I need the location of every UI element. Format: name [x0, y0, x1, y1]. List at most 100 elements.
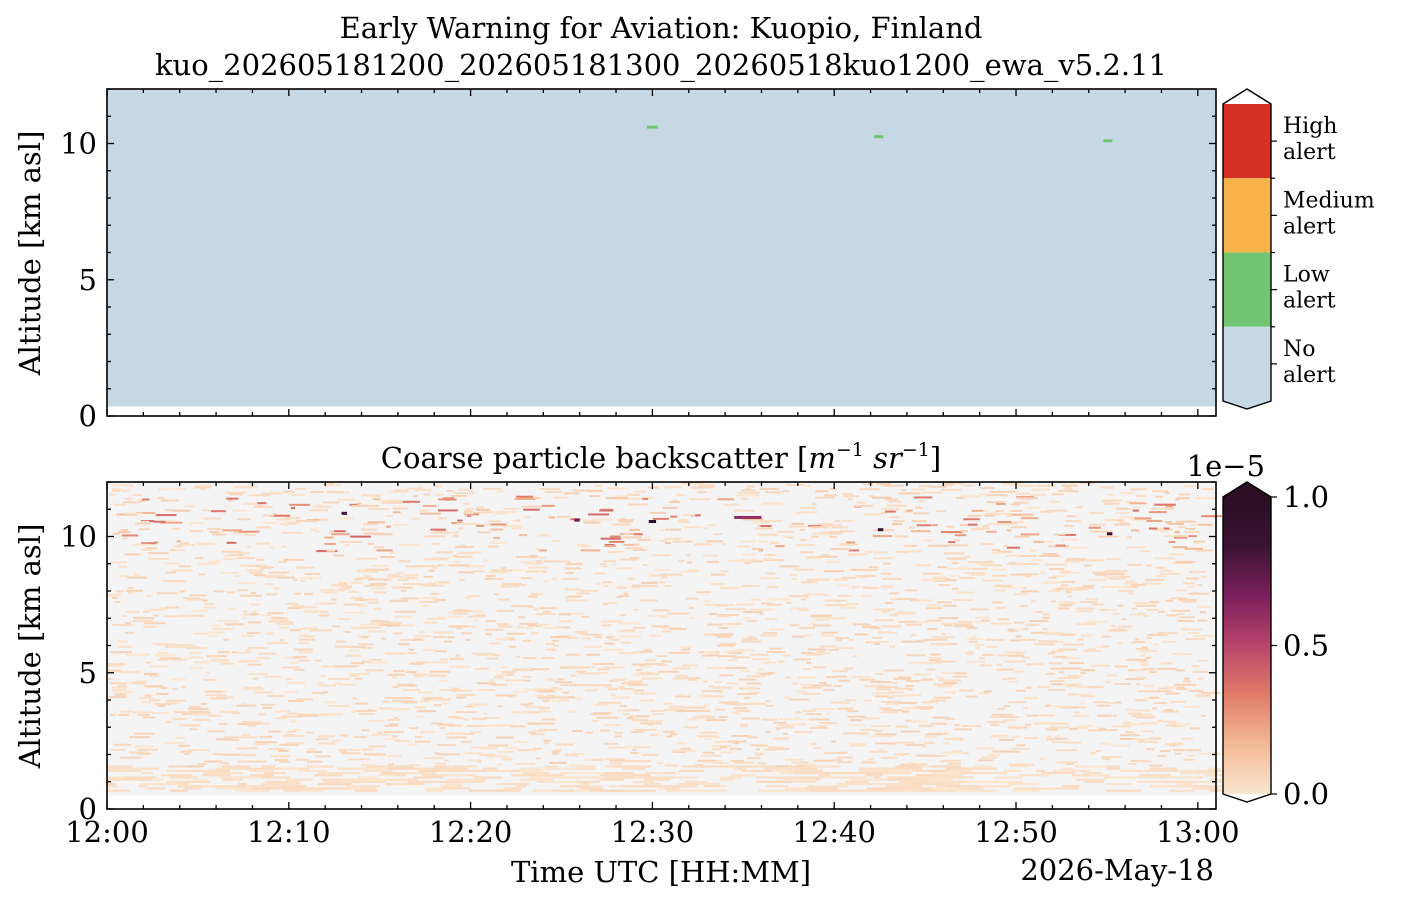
backscatter-cell — [606, 636, 614, 639]
backscatter-cell — [269, 546, 274, 549]
backscatter-cell — [618, 685, 625, 688]
backscatter-cell — [573, 631, 587, 634]
backscatter-cell — [684, 526, 703, 529]
backscatter-cell — [1080, 672, 1086, 675]
backscatter-cell — [482, 712, 487, 715]
backscatter-cell — [964, 572, 986, 575]
backscatter-cell — [347, 664, 360, 667]
backscatter-cell — [1133, 738, 1150, 741]
backscatter-cell — [804, 593, 823, 596]
backscatter-cell — [967, 780, 989, 783]
backscatter-cell — [278, 560, 287, 563]
backscatter-cell — [1129, 502, 1147, 505]
backscatter-cell — [542, 571, 548, 574]
backscatter-cell — [847, 715, 866, 718]
backscatter-cell — [133, 617, 154, 620]
backscatter-cell — [837, 756, 853, 759]
backscatter-cell — [1075, 506, 1083, 509]
backscatter-cell — [496, 623, 509, 626]
backscatter-cell — [801, 598, 806, 601]
backscatter-cell — [785, 758, 803, 761]
backscatter-cell — [1059, 570, 1072, 573]
backscatter-cell — [633, 689, 644, 692]
backscatter-cell — [856, 569, 878, 572]
backscatter-cell — [574, 789, 590, 792]
backscatter-cell — [348, 645, 367, 648]
backscatter-cell — [267, 642, 289, 645]
backscatter-cell — [769, 598, 791, 601]
backscatter-cell — [247, 663, 263, 666]
backscatter-cell — [334, 584, 346, 587]
backscatter-cell — [250, 603, 261, 606]
backscatter-cell — [283, 691, 298, 694]
backscatter-cell — [1134, 638, 1139, 641]
backscatter-cell — [1137, 659, 1145, 662]
backscatter-cell — [751, 547, 763, 550]
backscatter-cell — [1108, 577, 1126, 580]
backscatter-cell — [700, 694, 712, 697]
backscatter-cell — [726, 682, 738, 685]
backscatter-cell — [986, 494, 1008, 497]
backscatter-cell — [834, 636, 850, 639]
backscatter-cell — [733, 649, 755, 652]
backscatter-cell — [1146, 637, 1152, 640]
backscatter-cell — [1118, 589, 1135, 592]
backscatter-cell — [1188, 689, 1203, 692]
backscatter-cell — [702, 554, 718, 557]
backscatter-cell — [1158, 776, 1168, 779]
backscatter-cell — [1116, 507, 1130, 510]
backscatter-cell — [732, 656, 750, 659]
backscatter-cell — [937, 566, 947, 569]
backscatter-cbar-tick-label: 0.0 — [1283, 777, 1329, 811]
backscatter-cell — [311, 691, 327, 694]
backscatter-cell — [166, 780, 185, 783]
backscatter-cell — [215, 787, 251, 790]
backscatter-cell — [930, 765, 961, 768]
backscatter-cell — [603, 603, 609, 606]
backscatter-cell — [1037, 685, 1050, 688]
backscatter-cell — [299, 634, 309, 637]
backscatter-cell — [1010, 503, 1020, 506]
backscatter-cell — [364, 584, 385, 587]
backscatter-cell — [905, 623, 922, 626]
backscatter-cell — [110, 713, 116, 716]
backscatter-cell — [634, 692, 657, 695]
backscatter-cell — [451, 716, 461, 719]
backscatter-cell — [880, 711, 898, 714]
backscatter-cell — [401, 772, 437, 775]
backscatter-cell — [261, 492, 283, 495]
backscatter-cell — [721, 543, 726, 546]
backscatter-cell — [620, 495, 629, 498]
backscatter-cell — [283, 524, 288, 527]
backscatter-cell — [1045, 728, 1058, 731]
backscatter-cell — [639, 665, 652, 668]
backscatter-cell — [178, 744, 191, 747]
backscatter-cell — [519, 622, 538, 625]
backscatter-cell — [574, 684, 594, 687]
backscatter-cell — [1103, 776, 1136, 779]
backscatter-colorbar: 0.00.51.01e−5 — [1187, 449, 1330, 811]
backscatter-cell — [740, 540, 756, 543]
backscatter-cell — [607, 487, 629, 490]
backscatter-cell — [364, 575, 372, 578]
backscatter-cell — [919, 707, 932, 710]
backscatter-cell — [1043, 553, 1058, 556]
backscatter-cell — [152, 712, 170, 715]
backscatter-cell — [1199, 611, 1207, 614]
backscatter-cell — [541, 657, 555, 660]
alert-level-swatch — [1223, 252, 1271, 327]
backscatter-cell — [316, 681, 324, 684]
backscatter-cell — [943, 482, 964, 485]
backscatter-cell — [254, 722, 272, 725]
backscatter-cell — [350, 596, 363, 599]
backscatter-cell — [763, 557, 773, 560]
backscatter-cell — [462, 502, 470, 505]
backscatter-cell — [743, 553, 757, 556]
backscatter-cell — [720, 634, 730, 637]
backscatter-cell — [397, 578, 409, 581]
backscatter-cell — [468, 703, 488, 706]
backscatter-cell — [881, 507, 896, 510]
backscatter-cell — [1061, 580, 1076, 583]
backscatter-cell — [153, 520, 175, 523]
